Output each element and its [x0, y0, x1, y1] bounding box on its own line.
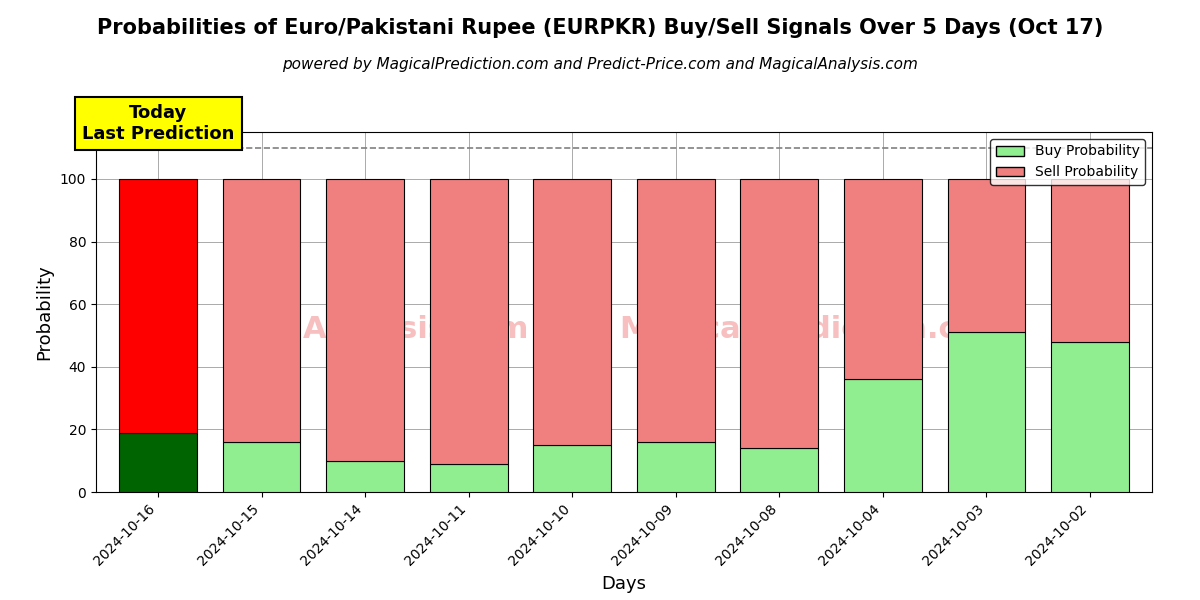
Legend: Buy Probability, Sell Probability: Buy Probability, Sell Probability: [990, 139, 1145, 185]
Text: Probabilities of Euro/Pakistani Rupee (EURPKR) Buy/Sell Signals Over 5 Days (Oct: Probabilities of Euro/Pakistani Rupee (E…: [97, 18, 1103, 38]
Text: calAnalysis.com: calAnalysis.com: [254, 316, 529, 344]
Bar: [740, 179, 818, 448]
Bar: [637, 179, 714, 442]
Bar: [119, 179, 197, 433]
Bar: [223, 179, 300, 442]
Y-axis label: Probability: Probability: [35, 264, 53, 360]
Bar: [948, 179, 1025, 332]
Text: MagicalPrediction.com: MagicalPrediction.com: [619, 316, 1009, 344]
Bar: [326, 179, 404, 461]
Bar: [534, 179, 611, 445]
Bar: [119, 433, 197, 492]
Bar: [844, 379, 922, 492]
Bar: [430, 464, 508, 492]
Bar: [637, 442, 714, 492]
Text: powered by MagicalPrediction.com and Predict-Price.com and MagicalAnalysis.com: powered by MagicalPrediction.com and Pre…: [282, 57, 918, 72]
Bar: [223, 442, 300, 492]
Bar: [1051, 179, 1129, 342]
Text: Today
Last Prediction: Today Last Prediction: [82, 104, 234, 143]
Bar: [534, 445, 611, 492]
Bar: [844, 179, 922, 379]
Bar: [740, 448, 818, 492]
Bar: [430, 179, 508, 464]
Bar: [948, 332, 1025, 492]
Bar: [1051, 342, 1129, 492]
X-axis label: Days: Days: [601, 575, 647, 593]
Bar: [326, 461, 404, 492]
